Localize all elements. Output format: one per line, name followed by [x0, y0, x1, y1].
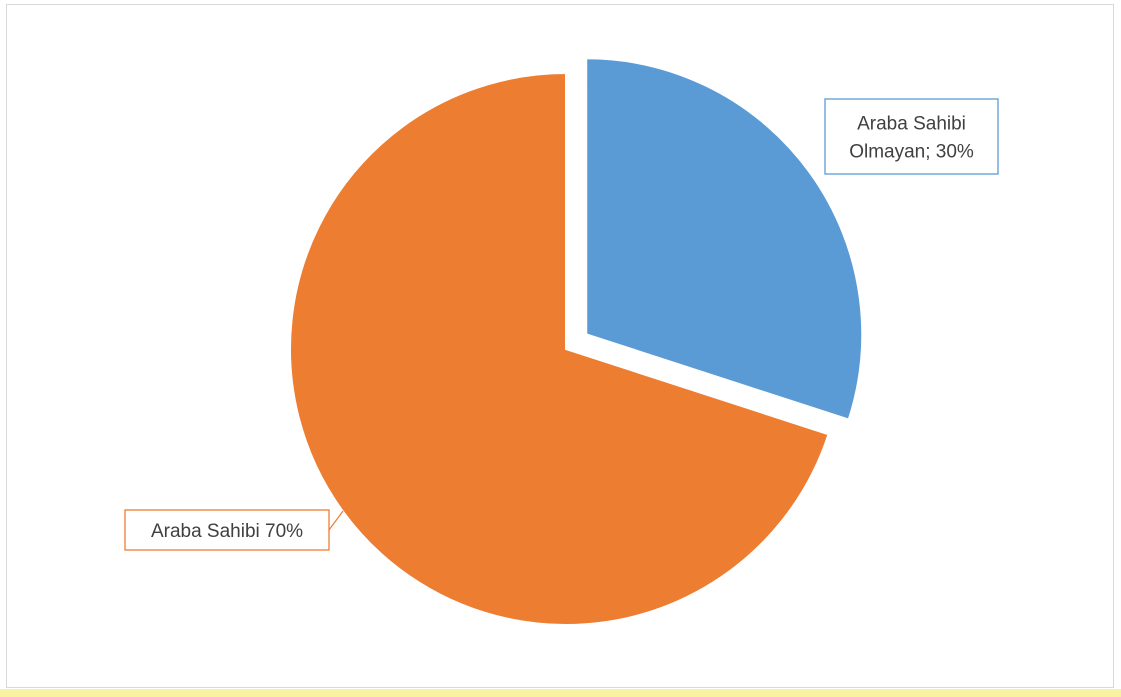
pie-slices: [289, 57, 864, 626]
data-label-box-2: [124, 509, 330, 551]
data-label-1: Araba Sahibi Olmayan; 30%: [824, 98, 999, 175]
data-label-2: Araba Sahibi 70%: [124, 509, 330, 551]
data-label-box-1: [824, 98, 999, 175]
data-label-text-2-line-1: Araba Sahibi 70%: [151, 521, 303, 542]
pie-slice-1: [585, 57, 864, 421]
pie-data-labels: Araba Sahibi Olmayan; 30% Araba Sahibi 70%: [124, 98, 999, 551]
data-label-text-1-line-1: Araba Sahibi: [857, 114, 966, 135]
bottom-highlight-strip: [0, 689, 1121, 697]
data-label-text-1-line-2: Olmayan; 30%: [849, 142, 974, 163]
data-label-leader-line-2: [328, 510, 344, 531]
